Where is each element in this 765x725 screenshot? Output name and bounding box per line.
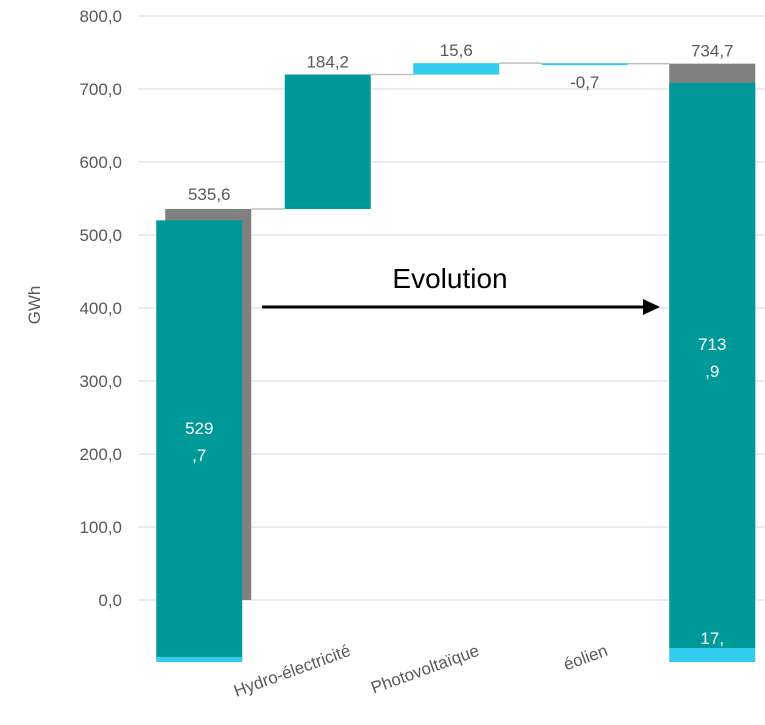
inner-label-end: 713 (698, 335, 726, 354)
step-value-label: 15,6 (440, 41, 473, 60)
pv-bar-start (156, 657, 243, 662)
hydro-bar-start (156, 220, 243, 660)
data-labels: 184,2 15,6 -0,7 535,6 734,7 529 ,7 713 ,9 17, (185, 41, 733, 648)
total-label-start: 535,6 (188, 185, 231, 204)
y-tick-label: 0,0 (98, 591, 122, 610)
y-tick-label: 500,0 (79, 226, 122, 245)
evolution-label: Evolution (392, 263, 507, 294)
step-value-label: -0,7 (570, 73, 599, 92)
step-value-label: 184,2 (306, 53, 349, 72)
x-tick-label: Hydro-électricité (231, 641, 353, 701)
step-bar (413, 63, 500, 75)
bars (156, 63, 756, 662)
evolution-arrow (262, 299, 660, 315)
y-tick-label: 400,0 (79, 299, 122, 318)
y-axis-ticks: 0,0 100,0 200,0 300,0 400,0 500,0 600,0 700,0 80… (79, 7, 122, 610)
y-tick-label: 700,0 (79, 80, 122, 99)
y-tick-label: 100,0 (79, 518, 122, 537)
y-tick-label: 600,0 (79, 153, 122, 172)
step-bar (541, 63, 628, 66)
inner-label-start: ,7 (192, 446, 206, 465)
x-tick-label: éolien (561, 641, 610, 674)
y-tick-label: 800,0 (79, 7, 122, 26)
connector-lines (251, 62, 670, 210)
x-tick-label: Photovoltaïque (369, 641, 482, 698)
inner-label-end: ,9 (705, 362, 719, 381)
pv-bar-end (669, 648, 756, 662)
hydro-bar-end (669, 82, 756, 648)
pv-label-end: 17, (700, 629, 724, 648)
x-axis-ticks: Hydro-électricité Photovoltaïque éolien (231, 641, 610, 701)
step-bar (284, 74, 371, 210)
y-tick-label: 200,0 (79, 445, 122, 464)
inner-label-start: 529 (185, 419, 213, 438)
evolution-arrow-head (643, 299, 660, 315)
total-label-end: 734,7 (691, 42, 734, 61)
y-axis-label: GWh (25, 286, 44, 325)
y-tick-label: 300,0 (79, 372, 122, 391)
